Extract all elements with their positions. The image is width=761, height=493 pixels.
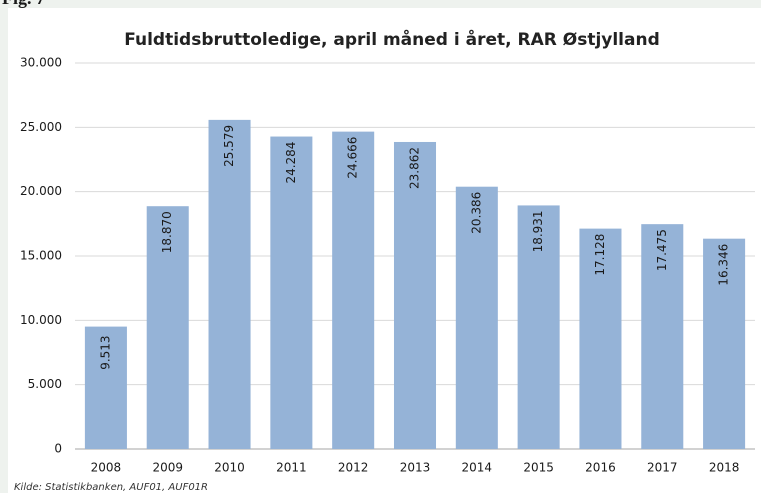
- x-tick-label: 2013: [400, 461, 431, 475]
- value-label: 16.346: [717, 244, 731, 286]
- value-label: 17.128: [593, 234, 607, 276]
- value-label: 24.284: [284, 142, 298, 184]
- bar: [703, 238, 746, 449]
- y-tick-label: 10.000: [20, 313, 62, 327]
- value-label: 17.475: [655, 229, 669, 271]
- value-label: 20.386: [469, 192, 483, 234]
- y-tick-label: 15.000: [20, 249, 62, 263]
- y-tick-label: 0: [54, 442, 62, 456]
- bar: [393, 141, 437, 450]
- x-tick-label: 2018: [709, 461, 740, 475]
- chart-title: Fuldtidsbruttoledige, april måned i året…: [124, 28, 660, 50]
- value-label: 18.931: [531, 210, 545, 252]
- x-tick-label: 2014: [462, 461, 493, 475]
- bar: [579, 228, 622, 449]
- x-tick-label: 2012: [338, 461, 369, 475]
- value-label: 23.862: [408, 147, 422, 189]
- x-tick-label: 2017: [647, 461, 678, 475]
- figure-label: Fig. 7: [2, 0, 45, 8]
- x-tick-label: 2010: [214, 461, 245, 475]
- bar: [641, 224, 684, 449]
- bar: [455, 186, 498, 449]
- x-tick-label: 2009: [152, 461, 183, 475]
- bar: [332, 131, 375, 449]
- value-label: 24.666: [346, 137, 360, 179]
- bar: [146, 206, 189, 449]
- chart-area: [8, 8, 761, 493]
- x-tick-label: 2008: [91, 461, 122, 475]
- y-tick-label: 5.000: [28, 377, 62, 391]
- bar: [84, 326, 127, 449]
- value-label: 25.579: [222, 125, 236, 167]
- x-tick-label: 2015: [523, 461, 554, 475]
- bar: [208, 119, 251, 449]
- bar: [517, 205, 560, 449]
- bar: [270, 136, 313, 449]
- source: Kilde: Statistikbanken, AUF01, AUF01R: [14, 482, 208, 493]
- x-tick-label: 2011: [276, 461, 307, 475]
- y-tick-label: 30.000: [20, 56, 62, 70]
- y-tick-label: 25.000: [20, 120, 62, 134]
- x-tick-label: 2016: [585, 461, 616, 475]
- y-tick-label: 20.000: [20, 184, 62, 198]
- value-label: 9.513: [98, 335, 112, 369]
- value-label: 18.870: [160, 211, 174, 253]
